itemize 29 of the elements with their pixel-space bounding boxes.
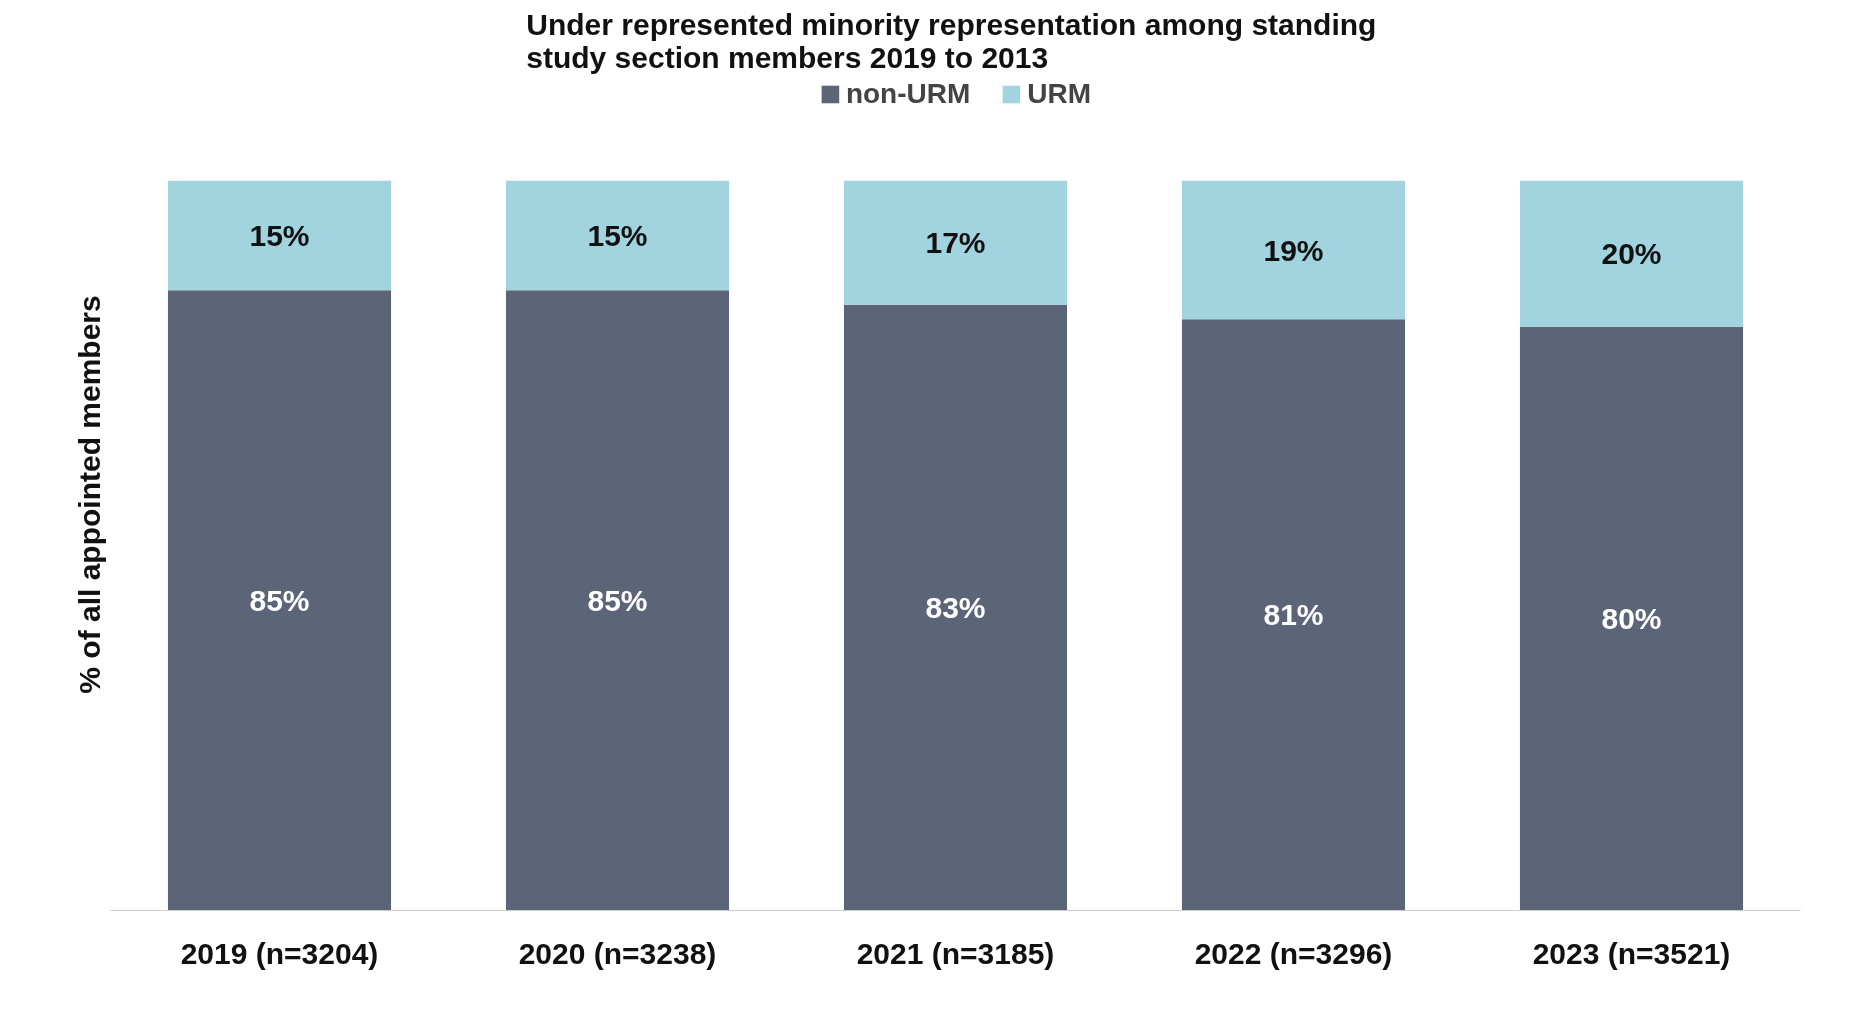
bar <box>1519 180 1744 327</box>
bar <box>1519 326 1744 911</box>
y-axis-title: % of all appointed members <box>72 295 106 694</box>
bar <box>1181 180 1406 320</box>
data-label: 80% <box>1601 602 1662 636</box>
bar <box>843 304 1068 911</box>
legend-label: non-URM <box>845 78 971 110</box>
x-tick-label: 2019 (n=3204) <box>180 936 379 970</box>
bar <box>1181 319 1406 911</box>
bar <box>167 180 392 291</box>
data-label: 81% <box>1263 598 1324 632</box>
data-label: 20% <box>1601 237 1662 271</box>
bar <box>505 180 730 291</box>
bar <box>843 180 1068 305</box>
data-label: 85% <box>587 583 648 617</box>
x-tick-label: 2022 (n=3296) <box>1194 936 1393 970</box>
data-label: 15% <box>249 218 310 252</box>
data-label: 85% <box>249 583 310 617</box>
data-label: 19% <box>1263 233 1324 267</box>
chart-title: Under represented minority representation among standing study section members 2019 to 2013 <box>526 7 1377 74</box>
data-label: 15% <box>587 218 648 252</box>
data-label: 17% <box>925 226 986 260</box>
data-label: 83% <box>925 591 986 625</box>
x-tick-label: 2021 (n=3185) <box>856 936 1055 970</box>
x-tick-label: 2020 (n=3238) <box>518 936 717 970</box>
x-tick-label: 2023 (n=3521) <box>1532 936 1731 970</box>
bar <box>167 290 392 911</box>
legend-label: URM <box>1027 78 1092 110</box>
bar <box>505 290 730 911</box>
